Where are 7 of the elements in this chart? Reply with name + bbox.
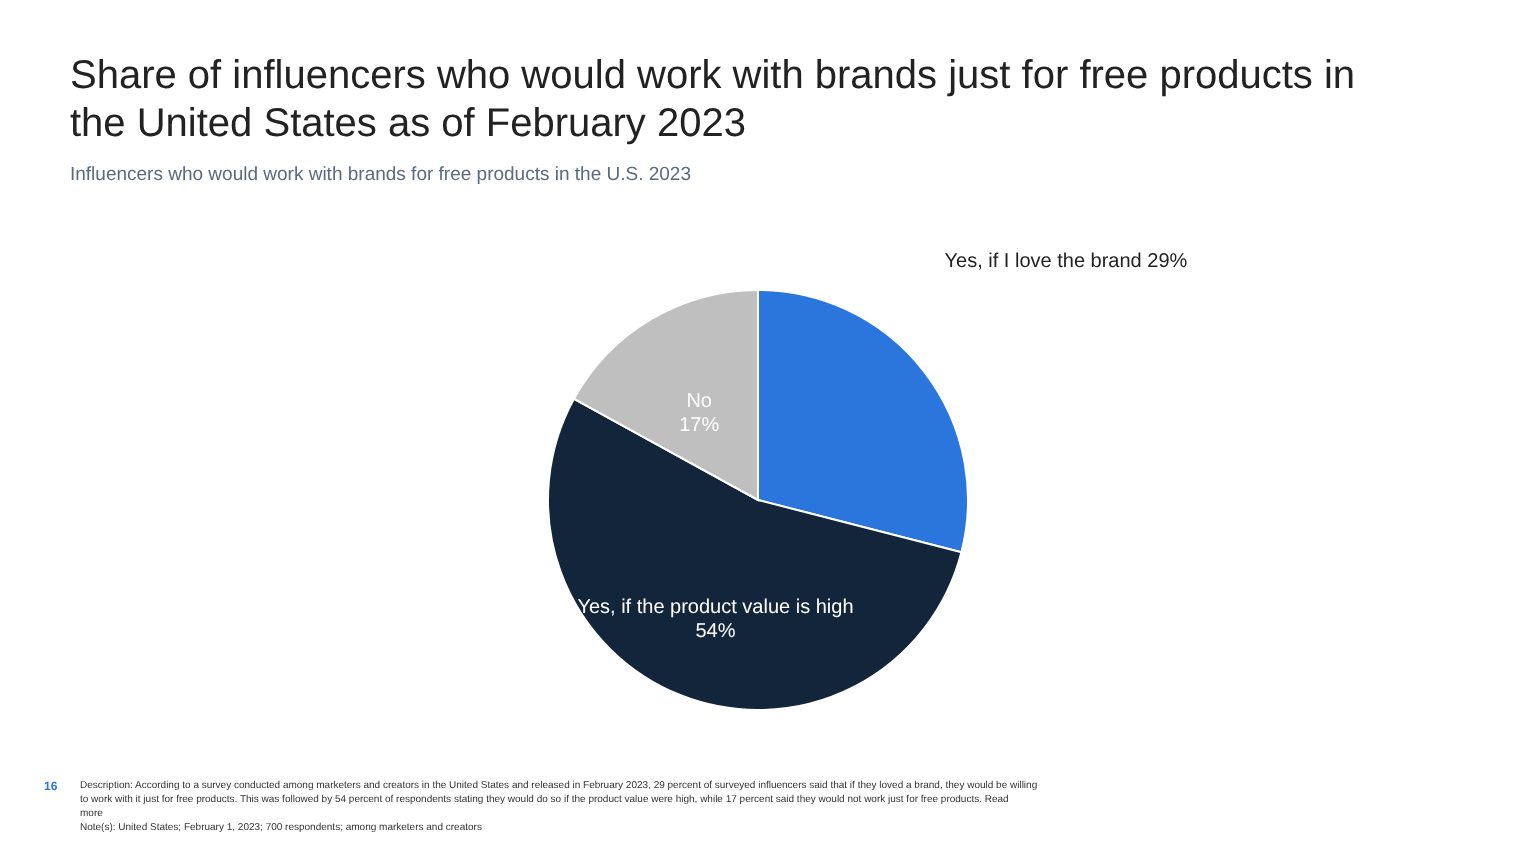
text: Influencers who would work with brands for free products in the U.S. 2023 xyxy=(70,164,691,186)
chart-title: Share of influencers who would work with brands just for free products in the United States as of February 2023 xyxy=(70,54,1356,146)
slice-label: No xyxy=(686,390,713,413)
slice-label: Yes, if I love the brand 29% xyxy=(944,251,1188,274)
slice-label: Yes, if the product value is high xyxy=(577,597,854,620)
data-label: 54% xyxy=(695,621,736,644)
data-label: 17% xyxy=(679,414,720,437)
